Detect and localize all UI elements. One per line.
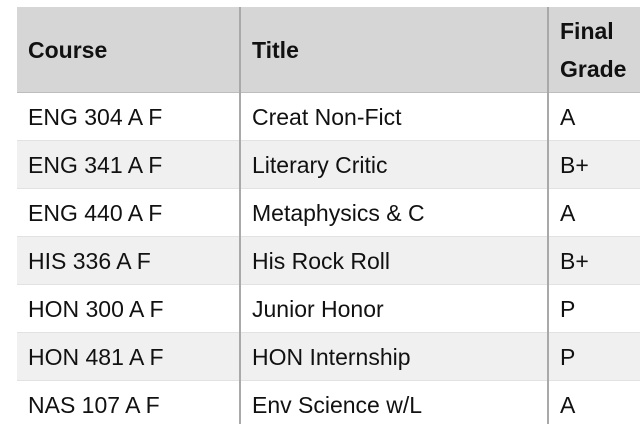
final-grade-column-header[interactable]: Final Grade [547,7,640,93]
grade-cell: B+ [547,140,640,189]
grades-table: Course Title Final Grade ENG 304 A F Crea… [17,7,640,424]
grade-cell: A [547,188,640,237]
title-cell: Junior Honor [239,284,548,333]
course-cell: HON 481 A F [17,332,240,381]
table-header: Course Title Final Grade [17,7,640,93]
table-row[interactable]: ENG 304 A F Creat Non-Fict A [17,92,640,141]
course-cell: NAS 107 A F [17,380,240,424]
title-cell: Creat Non-Fict [239,92,548,141]
table-row[interactable]: ENG 440 A F Metaphysics & C A [17,188,640,237]
course-column-header[interactable]: Course [17,7,240,93]
course-cell: HIS 336 A F [17,236,240,285]
final-grade-header-line1: Final [560,17,614,44]
course-cell: ENG 304 A F [17,92,240,141]
final-grade-header-line2: Grade [560,55,627,82]
title-cell: His Rock Roll [239,236,548,285]
table-row[interactable]: NAS 107 A F Env Science w/L A [17,380,640,424]
title-cell: Env Science w/L [239,380,548,424]
grade-cell: P [547,284,640,333]
grade-cell: A [547,380,640,424]
grade-cell: A [547,92,640,141]
course-cell: ENG 341 A F [17,140,240,189]
title-cell: Metaphysics & C [239,188,548,237]
table-row[interactable]: HIS 336 A F His Rock Roll B+ [17,236,640,285]
title-cell: HON Internship [239,332,548,381]
course-cell: ENG 440 A F [17,188,240,237]
course-cell: HON 300 A F [17,284,240,333]
table-row[interactable]: HON 481 A F HON Internship P [17,332,640,381]
title-cell: Literary Critic [239,140,548,189]
table-body: ENG 304 A F Creat Non-Fict A ENG 341 A F… [17,92,640,424]
grade-cell: P [547,332,640,381]
table-row[interactable]: ENG 341 A F Literary Critic B+ [17,140,640,189]
grade-cell: B+ [547,236,640,285]
header-row: Course Title Final Grade [17,7,640,93]
table-row[interactable]: HON 300 A F Junior Honor P [17,284,640,333]
title-column-header[interactable]: Title [239,7,548,93]
